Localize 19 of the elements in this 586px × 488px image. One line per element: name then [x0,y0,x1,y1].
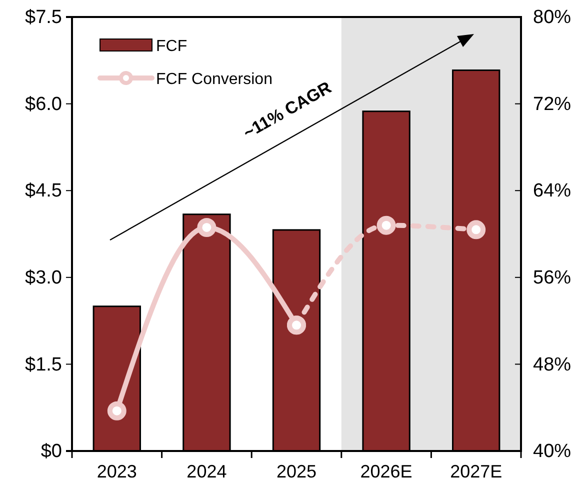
y-tick-label: $6.0 [25,94,62,115]
x-tick-label: 2024 [186,461,227,482]
y2-tick-label: 56% [533,267,572,288]
legend-label: FCF [156,38,188,55]
y2-tick-label: 64% [533,180,572,202]
y2-tick-label: 72% [533,94,572,115]
y-tick-label: $3.0 [25,267,62,288]
y-tick-label: $0 [40,441,62,462]
x-tick-label: 2025 [276,461,317,482]
y2-tick-label: 80% [533,7,572,28]
y-tick-label: $4.5 [25,180,62,202]
y-tick-label: $7.5 [25,7,62,28]
x-tick-label: 2027E [450,461,502,482]
y2-tick-label: 48% [533,354,572,376]
y2-tick-label: 40% [533,441,572,462]
y-tick-label: $1.5 [25,354,62,376]
x-tick-label: 2026E [360,461,412,482]
legend-label: FCF Conversion [156,71,272,88]
x-tick-label: 2023 [96,461,137,482]
